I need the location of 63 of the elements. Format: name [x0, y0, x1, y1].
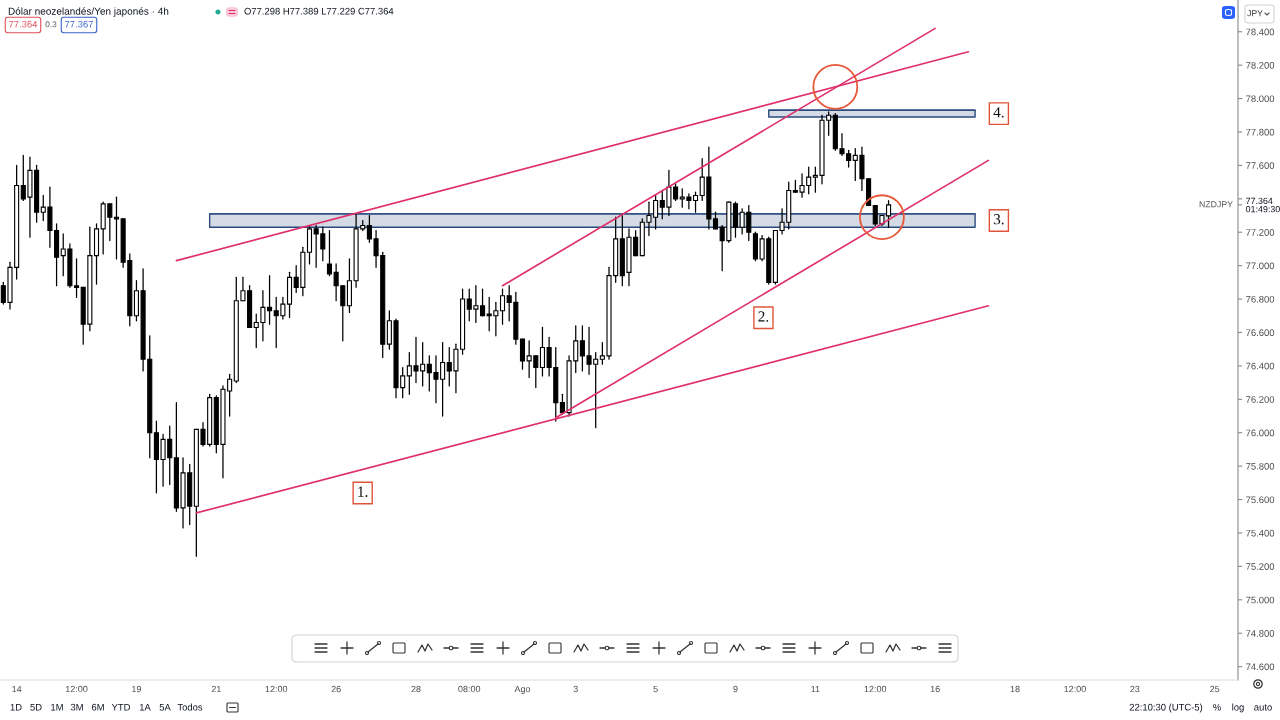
annotation: 77.367	[65, 20, 93, 28]
text: JPY	[1247, 10, 1263, 17]
x-tick-label: 9	[733, 685, 738, 693]
y-tick-label: 78.000	[1246, 95, 1275, 103]
x-tick-label: Ago	[514, 685, 531, 694]
annotation: NZDJPY	[1199, 201, 1233, 208]
y-tick-label: 77.200	[1246, 229, 1275, 236]
x-tick-label: 21	[211, 685, 221, 693]
text: 22:10:30 (UTC-5)	[1129, 703, 1203, 713]
y-tick-label: 76.800	[1246, 295, 1275, 303]
text: 6M	[91, 703, 104, 711]
x-tick-label: 14	[12, 685, 22, 693]
x-tick-label: 12:00	[65, 685, 88, 693]
y-tick-label: 75.600	[1246, 496, 1275, 504]
x-tick-label: 25	[1210, 685, 1220, 693]
x-tick-label: 12:00	[864, 685, 887, 693]
text: Todos	[177, 703, 203, 711]
text: 1A	[139, 703, 151, 711]
text: 1M	[51, 703, 63, 711]
text: 1D	[10, 703, 22, 711]
y-tick-label: 77.600	[1246, 162, 1275, 169]
y-tick-label: 75.800	[1246, 462, 1275, 470]
text: 5A	[159, 703, 171, 711]
y-tick-label: 77.800	[1246, 128, 1275, 136]
text: YTD	[111, 703, 130, 711]
x-tick-label: 26	[331, 685, 341, 693]
x-tick-label: 18	[1010, 685, 1020, 693]
y-tick-label: 77.364 01:49:30	[1245, 197, 1280, 213]
series-label: 1.	[358, 486, 368, 497]
text: 3M	[70, 703, 83, 711]
y-tick-label: 77.000	[1246, 262, 1275, 270]
x-tick-label: 28	[411, 685, 421, 693]
text: auto	[1254, 704, 1272, 711]
y-tick-label: 78.400	[1246, 28, 1275, 36]
annotation: 77.364	[9, 20, 38, 28]
x-tick-label: 08:00	[458, 685, 481, 693]
x-tick-label: 16	[930, 685, 940, 693]
y-tick-label: 74.800	[1246, 630, 1275, 637]
series-label: 3.	[993, 214, 1004, 225]
x-tick-label: 3	[573, 685, 578, 693]
y-tick-label: 74.600	[1246, 663, 1275, 671]
y-tick-label: 75.000	[1246, 596, 1275, 604]
text: O77.298 H77.389 L77.229 C77.364	[244, 7, 394, 15]
y-tick-label: 78.200	[1246, 61, 1275, 69]
y-tick-label: 76.000	[1246, 429, 1275, 437]
x-tick-label: 11	[811, 685, 820, 693]
x-tick-label: 19	[132, 685, 142, 693]
y-tick-label: 76.200	[1246, 396, 1275, 403]
series-label: 4.	[993, 107, 1004, 118]
x-tick-label: 12:00	[1064, 685, 1086, 693]
text: log	[1232, 703, 1244, 713]
y-tick-label: 75.200	[1246, 563, 1275, 570]
x-tick-label: 12:00	[265, 685, 288, 693]
text: Dólar neozelandés/Yen japonés · 4h	[8, 7, 169, 17]
y-tick-label: 76.600	[1246, 329, 1275, 336]
text: %	[1213, 703, 1221, 711]
series-label: 2.	[758, 311, 769, 322]
text: 5D	[30, 703, 42, 711]
y-tick-label: 76.400	[1246, 362, 1275, 370]
annotation: 0.3	[45, 21, 57, 28]
x-tick-label: 5	[653, 685, 658, 693]
y-tick-label: 75.400	[1246, 529, 1275, 537]
x-tick-label: 23	[1130, 685, 1140, 693]
